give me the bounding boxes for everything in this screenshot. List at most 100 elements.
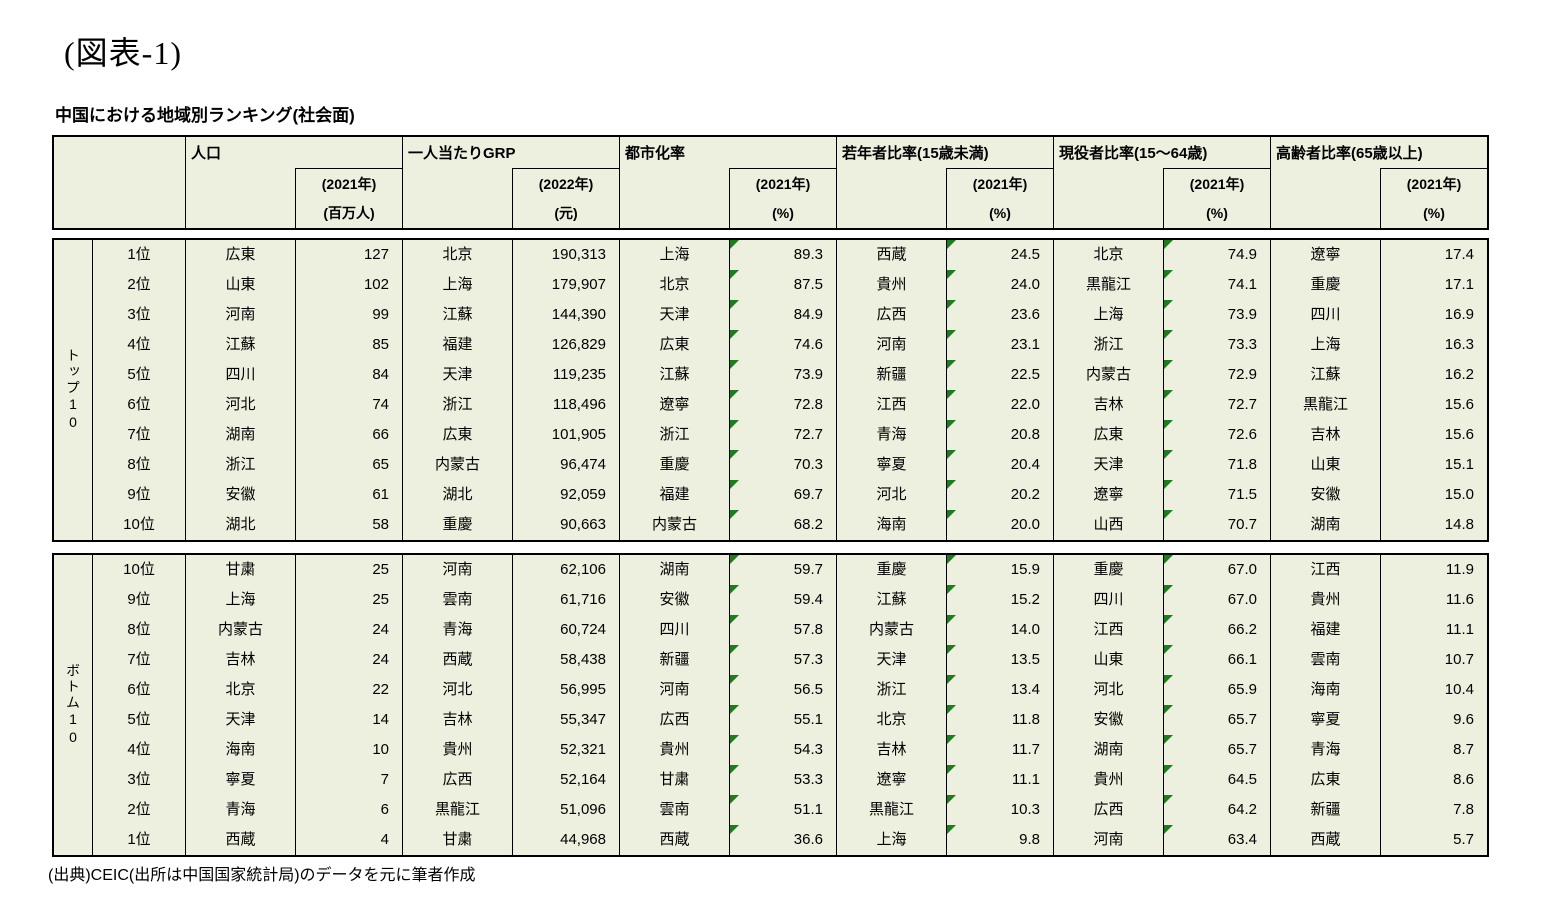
region-cell: 浙江 — [619, 420, 729, 450]
value-cell: 85 — [295, 330, 402, 360]
value-text: 69.7 — [793, 486, 823, 503]
value-cell: 67.0 — [1163, 585, 1270, 615]
region-cell: 貴州 — [836, 270, 946, 300]
value-cell: 66 — [295, 420, 402, 450]
value-cell: 44,968 — [512, 825, 619, 855]
value-cell: 65.7 — [1163, 705, 1270, 735]
region-cell: 広東 — [402, 420, 512, 450]
value-cell: 58 — [295, 510, 402, 540]
green-triangle-indicator-icon — [1164, 615, 1173, 624]
value-cell: 73.9 — [1163, 300, 1270, 330]
region-cell: 安徽 — [1270, 480, 1380, 510]
value-cell: 66.1 — [1163, 645, 1270, 675]
green-triangle-indicator-icon — [730, 480, 739, 489]
value-cell: 52,164 — [512, 765, 619, 795]
value-text: 15.6 — [1444, 426, 1474, 443]
value-text: 22.0 — [1010, 396, 1040, 413]
value-cell: 57.8 — [729, 615, 836, 645]
value-cell: 99 — [295, 300, 402, 330]
value-text: 64.5 — [1227, 771, 1257, 788]
value-cell: 72.7 — [729, 420, 836, 450]
value-cell: 20.8 — [946, 420, 1053, 450]
value-text: 59.4 — [793, 591, 823, 608]
value-text: 73.9 — [1227, 306, 1257, 323]
green-triangle-indicator-icon — [947, 615, 956, 624]
metric-subheader-empty-cell — [1053, 168, 1163, 228]
value-text: 85 — [372, 336, 389, 353]
value-cell: 64.2 — [1163, 795, 1270, 825]
region-cell: 天津 — [185, 705, 295, 735]
region-cell: 湖南 — [1270, 510, 1380, 540]
green-triangle-indicator-icon — [947, 390, 956, 399]
rank-cell: 4位 — [92, 330, 185, 360]
value-text: 72.8 — [793, 396, 823, 413]
value-text: 24.5 — [1010, 246, 1040, 263]
green-triangle-indicator-icon — [730, 795, 739, 804]
region-cell: 江蘇 — [619, 360, 729, 390]
green-triangle-indicator-icon — [730, 735, 739, 744]
value-cell: 7.8 — [1380, 795, 1487, 825]
value-text: 84.9 — [793, 306, 823, 323]
value-text: 89.3 — [793, 246, 823, 263]
value-text: 15.1 — [1444, 456, 1474, 473]
value-text: 16.2 — [1444, 366, 1474, 383]
value-cell: 190,313 — [512, 240, 619, 270]
value-text: 74.6 — [793, 336, 823, 353]
region-cell: 山東 — [1053, 645, 1163, 675]
bottom10-side-label: ボトム10 — [65, 663, 81, 747]
value-cell: 14.0 — [946, 615, 1053, 645]
value-cell: 72.6 — [1163, 420, 1270, 450]
value-text: 11.6 — [1445, 591, 1474, 608]
green-triangle-indicator-icon — [730, 705, 739, 714]
metric-subheader-empty-cell — [619, 168, 729, 228]
rank-cell: 2位 — [92, 795, 185, 825]
region-cell: 貴州 — [619, 735, 729, 765]
value-text: 36.6 — [793, 831, 823, 848]
region-cell: 重慶 — [619, 450, 729, 480]
region-cell: 青海 — [1270, 735, 1380, 765]
value-text: 68.2 — [793, 516, 823, 533]
region-cell: 上海 — [619, 240, 729, 270]
value-text: 25 — [372, 591, 389, 608]
green-triangle-indicator-icon — [947, 360, 956, 369]
region-cell: 上海 — [836, 825, 946, 855]
header-corner-cell — [54, 137, 185, 228]
region-cell: 上海 — [402, 270, 512, 300]
value-text: 56,995 — [560, 681, 606, 698]
value-cell: 70.3 — [729, 450, 836, 480]
region-cell: 山西 — [1053, 510, 1163, 540]
value-text: 52,321 — [560, 741, 606, 758]
value-text: 57.8 — [793, 621, 823, 638]
value-text: 74.9 — [1227, 246, 1257, 263]
value-text: 57.3 — [793, 651, 823, 668]
metric-year-label: (2021年) — [1189, 175, 1245, 192]
value-cell: 14.8 — [1380, 510, 1487, 540]
value-cell: 61,716 — [512, 585, 619, 615]
value-text: 5.7 — [1453, 831, 1474, 848]
green-triangle-indicator-icon — [947, 825, 956, 834]
region-cell: 内蒙古 — [185, 615, 295, 645]
value-text: 72.7 — [1227, 396, 1257, 413]
value-text: 70.7 — [1227, 516, 1257, 533]
value-text: 54.3 — [793, 741, 823, 758]
region-cell: 四川 — [1270, 300, 1380, 330]
value-text: 24 — [372, 621, 389, 638]
value-cell: 11.1 — [1380, 615, 1487, 645]
value-text: 24 — [372, 651, 389, 668]
value-text: 67.0 — [1227, 591, 1257, 608]
value-text: 179,907 — [551, 276, 606, 293]
value-cell: 22 — [295, 675, 402, 705]
region-cell: 甘粛 — [185, 555, 295, 585]
value-cell: 72.9 — [1163, 360, 1270, 390]
region-cell: 広西 — [1053, 795, 1163, 825]
metric-unit-label: (%) — [1423, 204, 1445, 221]
value-text: 126,829 — [551, 336, 606, 353]
green-triangle-indicator-icon — [947, 735, 956, 744]
region-cell: 浙江 — [185, 450, 295, 480]
region-cell: 広東 — [1053, 420, 1163, 450]
value-text: 23.1 — [1010, 336, 1040, 353]
metric-subheader-empty-cell — [836, 168, 946, 228]
value-cell: 55.1 — [729, 705, 836, 735]
green-triangle-indicator-icon — [947, 480, 956, 489]
region-cell: 浙江 — [402, 390, 512, 420]
